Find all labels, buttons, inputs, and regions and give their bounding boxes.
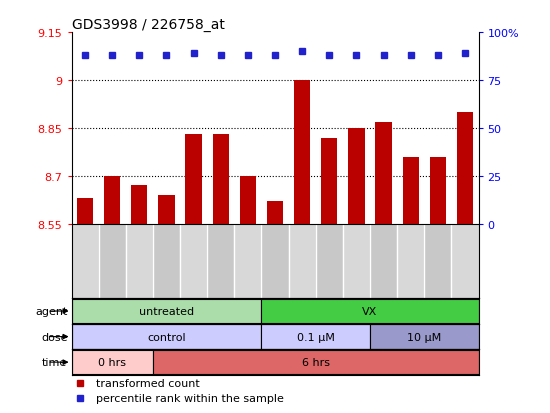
Bar: [72, 350, 153, 375]
Bar: [213, 135, 229, 224]
Bar: [261, 224, 289, 299]
Bar: [457, 113, 473, 224]
Bar: [72, 325, 261, 349]
Text: transformed count: transformed count: [96, 378, 200, 388]
Bar: [77, 199, 93, 224]
Text: time: time: [42, 357, 68, 367]
Bar: [131, 186, 147, 224]
Text: control: control: [147, 332, 186, 342]
Bar: [370, 224, 397, 299]
Text: untreated: untreated: [139, 306, 194, 316]
Bar: [72, 299, 261, 323]
Bar: [261, 325, 370, 349]
Bar: [294, 81, 310, 224]
Bar: [424, 224, 452, 299]
Bar: [316, 224, 343, 299]
Text: GDS3998 / 226758_at: GDS3998 / 226758_at: [72, 18, 224, 32]
Bar: [343, 224, 370, 299]
Bar: [185, 135, 202, 224]
Bar: [153, 350, 478, 375]
Bar: [126, 224, 153, 299]
Bar: [289, 224, 316, 299]
Bar: [72, 224, 98, 299]
Bar: [370, 325, 478, 349]
Bar: [397, 224, 424, 299]
Bar: [261, 299, 478, 323]
Bar: [430, 157, 446, 224]
Text: 6 hrs: 6 hrs: [302, 357, 329, 367]
Bar: [321, 138, 337, 224]
Bar: [158, 195, 174, 224]
Bar: [403, 157, 419, 224]
Bar: [98, 224, 126, 299]
Text: percentile rank within the sample: percentile rank within the sample: [96, 393, 284, 403]
Text: VX: VX: [362, 306, 378, 316]
Bar: [348, 128, 365, 224]
Bar: [452, 224, 478, 299]
Text: agent: agent: [35, 306, 68, 316]
Bar: [267, 202, 283, 224]
Bar: [104, 176, 120, 224]
Bar: [207, 224, 234, 299]
Bar: [234, 224, 261, 299]
Text: dose: dose: [41, 332, 68, 342]
Bar: [376, 122, 392, 224]
Text: 0 hrs: 0 hrs: [98, 357, 126, 367]
Bar: [153, 224, 180, 299]
Text: 0.1 μM: 0.1 μM: [297, 332, 334, 342]
Text: 10 μM: 10 μM: [407, 332, 441, 342]
Bar: [180, 224, 207, 299]
Bar: [240, 176, 256, 224]
